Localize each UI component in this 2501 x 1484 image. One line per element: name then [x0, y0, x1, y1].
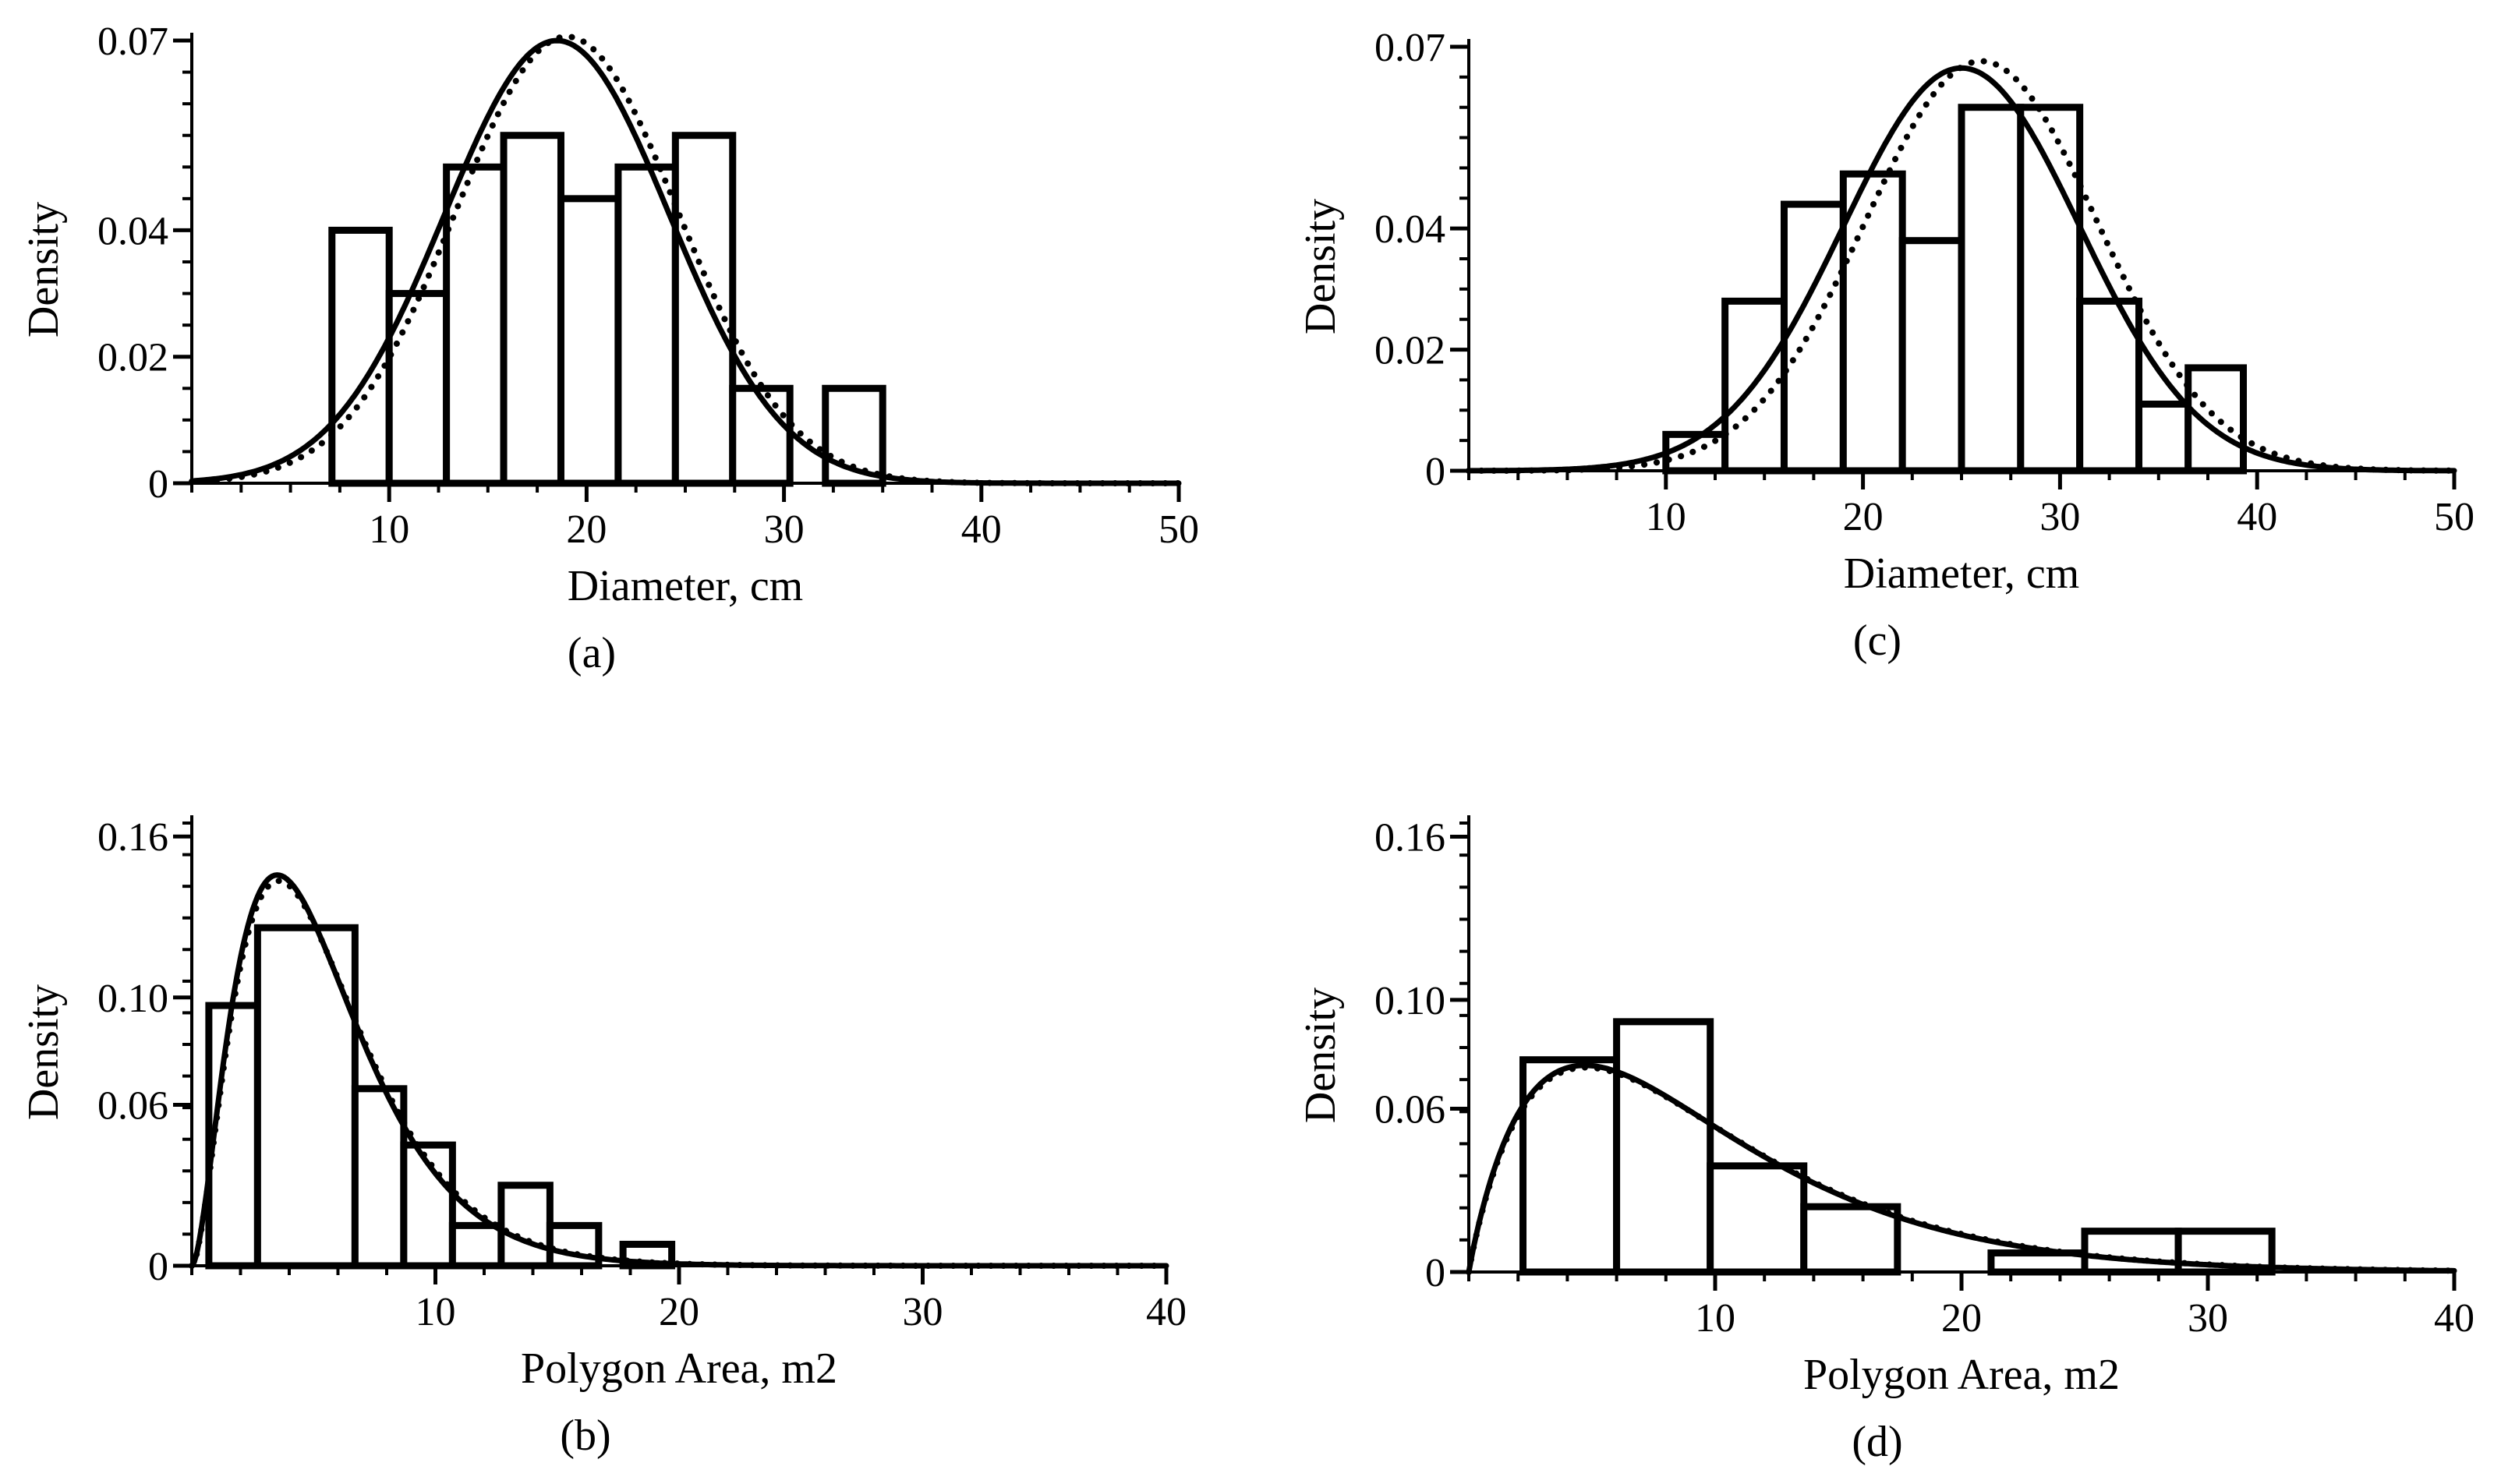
y-axis-title: Density [19, 202, 68, 337]
x-axis-title: Diameter, cm [1844, 549, 2080, 598]
histogram-bar [557, 195, 622, 487]
panel-label: (c) [1853, 617, 1901, 665]
histogram-bar [2135, 401, 2192, 475]
histogram-bar [1839, 170, 1906, 475]
y-tick-label: 0.04 [1374, 207, 1445, 252]
x-axis-title: Polygon Area, m2 [1803, 1351, 2120, 1399]
y-tick-label: 0.06 [97, 1083, 168, 1128]
y-tick-label: 0.02 [97, 336, 168, 380]
x-tick-label: 40 [2434, 1296, 2474, 1341]
histogram-bar [1519, 1056, 1621, 1276]
x-tick-label: 10 [369, 507, 409, 552]
y-tick-label: 0.16 [1374, 815, 1445, 860]
histogram-bar [500, 132, 564, 487]
x-tick-label: 40 [2237, 495, 2277, 539]
histogram-bar [1800, 1203, 1901, 1276]
histogram-bar [671, 132, 737, 487]
x-tick-label: 30 [2039, 495, 2080, 539]
chart-panel-d: 10 20 30 40 0 0.06 0.10 0.16 Polygon Area, m2 Den… [1296, 815, 2474, 1466]
histogram-bar [497, 1182, 554, 1270]
panel-label: (b) [560, 1412, 610, 1460]
x-axis-title: Polygon Area, m2 [521, 1344, 837, 1393]
y-tick-label: 0.10 [1374, 979, 1445, 1023]
histogram-bar [2081, 1228, 2182, 1276]
x-tick-label: 20 [659, 1290, 699, 1334]
y-tick-label: 0 [148, 462, 168, 507]
y-tick-label: 0.16 [97, 815, 168, 860]
y-tick-label: 0.04 [97, 209, 168, 253]
dotted-fit-curve [1466, 1064, 2457, 1275]
x-tick-label: 40 [961, 507, 1002, 552]
y-axis-title: Density [19, 984, 68, 1120]
x-tick-label: 30 [903, 1290, 943, 1334]
y-axis-title: Density [1296, 199, 1345, 334]
dotted-fit-curve [1466, 58, 2457, 474]
x-tick-label: 40 [1146, 1290, 1187, 1334]
histogram-bar [2184, 364, 2248, 475]
histogram-bar [253, 924, 359, 1270]
y-tick-label: 0 [1425, 450, 1445, 494]
x-tick-label: 20 [1941, 1296, 1982, 1341]
y-tick-label: 0 [148, 1245, 168, 1289]
histogram-bar [1958, 104, 2025, 475]
x-tick-label: 20 [1843, 495, 1884, 539]
x-tick-label: 20 [566, 507, 607, 552]
chart-panel-a: 10 20 30 40 50 0 0.02 0.04 0.07 Diameter, cm Densi… [19, 19, 1199, 677]
histogram-bar [1898, 237, 1965, 475]
y-tick-label: 0 [1425, 1251, 1445, 1295]
x-tick-label: 30 [764, 507, 805, 552]
histogram-bar [385, 290, 451, 487]
y-tick-label: 0.07 [1374, 26, 1445, 70]
x-tick-label: 10 [1646, 495, 1686, 539]
chart-panel-b: 10 20 30 40 0 0.06 0.10 0.16 Polygon Area, m2 Den… [19, 815, 1187, 1460]
x-tick-label: 10 [1695, 1296, 1735, 1341]
x-tick-label: 30 [2188, 1296, 2228, 1341]
histogram-bar [1613, 1018, 1714, 1276]
panel-label: (d) [1852, 1418, 1902, 1466]
histogram-bar [443, 163, 508, 487]
y-tick-label: 0.07 [97, 19, 168, 64]
x-axis-title: Diameter, cm [568, 562, 804, 610]
histogram-bar [1707, 1162, 1808, 1276]
x-tick-label: 50 [2434, 495, 2474, 539]
y-tick-label: 0.06 [1374, 1088, 1445, 1132]
x-tick-label: 10 [416, 1290, 456, 1334]
histogram-bar [448, 1221, 505, 1270]
panel-label: (a) [568, 629, 616, 677]
x-tick-label: 50 [1159, 507, 1199, 552]
chart-panel-c: 10 20 30 40 50 0 0.02 0.04 0.07 Diameter, cm Densi… [1296, 26, 2474, 665]
y-tick-label: 0.10 [97, 977, 168, 1021]
y-axis-title: Density [1296, 988, 1345, 1123]
y-tick-label: 0.02 [1374, 329, 1445, 373]
